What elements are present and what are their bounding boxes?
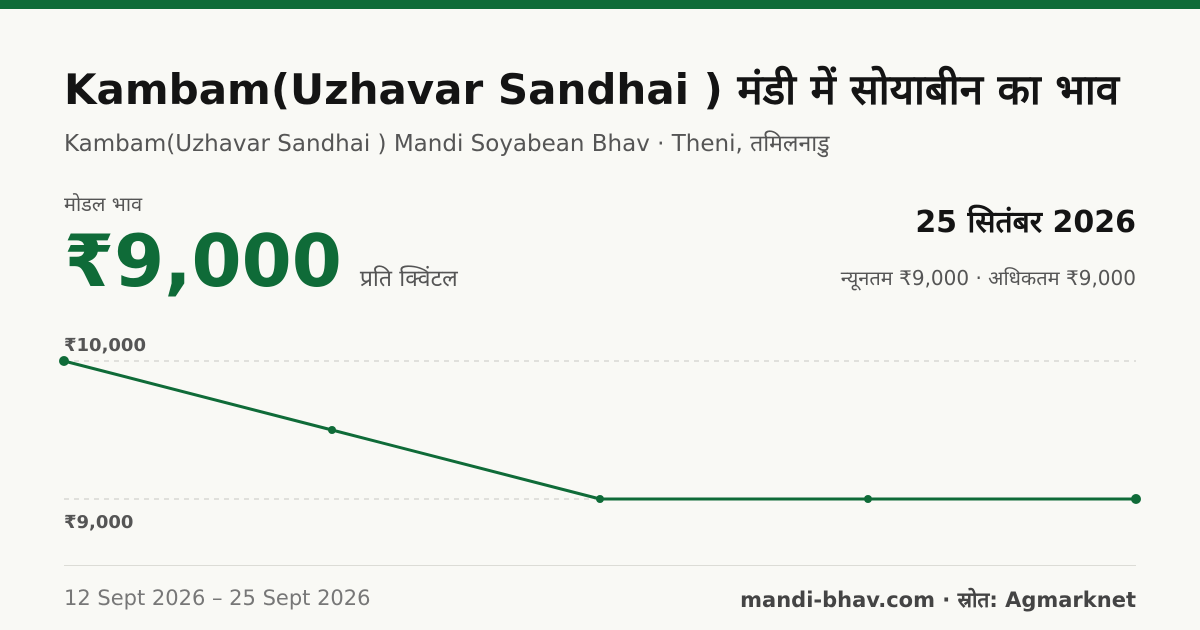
page-title: Kambam(Uzhavar Sandhai ) मंडी में सोयाबी… bbox=[64, 65, 1120, 114]
page-subtitle: Kambam(Uzhavar Sandhai ) Mandi Soyabean … bbox=[64, 131, 830, 157]
top-accent-bar bbox=[0, 0, 1200, 9]
min-max-price: न्यूनतम ₹9,000 · अधिकतम ₹9,000 bbox=[840, 266, 1136, 290]
data-point bbox=[864, 495, 872, 503]
price-date: 25 सितंबर 2026 bbox=[915, 205, 1136, 240]
modal-price-value: ₹9,000 bbox=[64, 219, 342, 303]
y-tick-label-bottom: ₹9,000 bbox=[64, 512, 133, 533]
price-row: ₹9,000 प्रति क्विंटल bbox=[64, 219, 458, 303]
source-credit: mandi-bhav.com · स्रोत: Agmarknet bbox=[740, 588, 1136, 612]
data-point bbox=[328, 426, 336, 434]
price-line-chart: ₹10,000 ₹9,000 bbox=[59, 335, 1141, 533]
data-point bbox=[1131, 494, 1141, 504]
modal-price-label: मोडल भाव bbox=[64, 192, 143, 216]
series-line bbox=[63, 359, 1136, 501]
price-unit: प्रति क्विंटल bbox=[359, 266, 458, 292]
data-point bbox=[59, 356, 69, 366]
y-tick-label-top: ₹10,000 bbox=[64, 335, 146, 356]
date-range: 12 Sept 2026 – 25 Sept 2026 bbox=[64, 586, 371, 610]
data-point bbox=[596, 495, 604, 503]
footer-divider bbox=[64, 565, 1136, 566]
